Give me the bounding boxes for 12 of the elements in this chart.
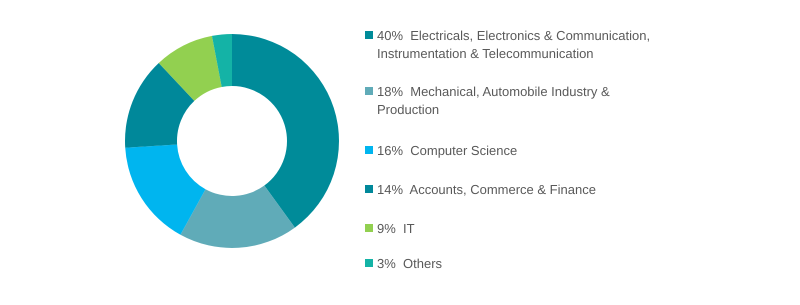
donut-slice	[232, 34, 339, 228]
legend-label: 3% Others	[377, 256, 443, 271]
legend-label: 9% IT	[377, 221, 415, 236]
donut-slice	[212, 34, 232, 87]
legend-label: 40% Electricals, Electronics & Communication, Instrumentation & Telecommunication	[377, 28, 650, 61]
donut-slice	[125, 63, 194, 148]
donut-slice	[180, 185, 295, 248]
legend-label: 16% Computer Science	[377, 143, 518, 158]
legend-label: 18% Mechanical, Automobile Industry & Production	[377, 84, 610, 117]
donut-slice	[158, 36, 222, 101]
legend-label: 14% Accounts, Commerce & Finance	[377, 182, 596, 197]
donut-slice	[125, 144, 206, 235]
